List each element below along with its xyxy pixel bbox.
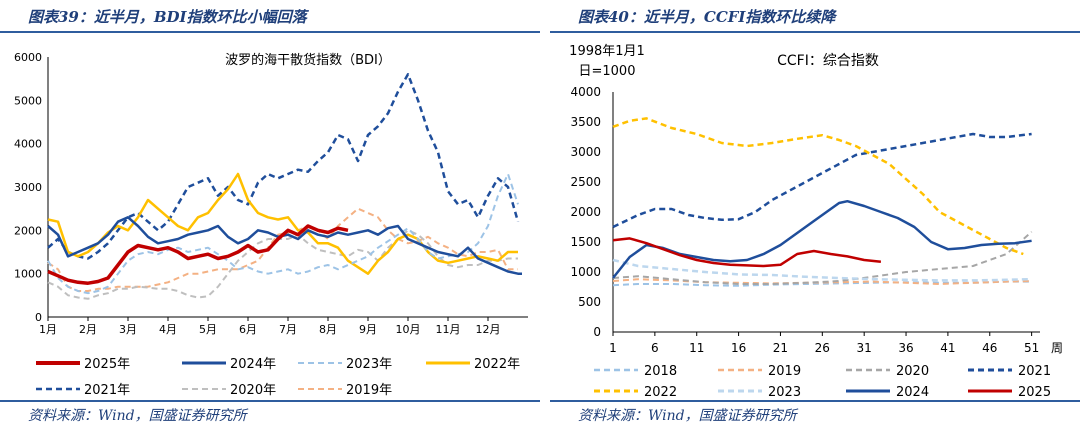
ccfi-x-tick-label: 16 [731,341,746,355]
ccfi-x-tick-label: 1 [609,341,617,355]
bdi-series-line-2022年 [47,172,518,275]
ccfi-series-line-2022 [612,117,1024,256]
bdi-legend-label-2023年: 2023年 [346,357,392,372]
bdi-legend-label-2022年: 2022年 [474,357,520,372]
ccfi-chart-title: CCFI：综合指数 [777,53,879,69]
bdi-series-line-2021年 [47,73,520,260]
ccfi-legend-label-2022: 2022 [644,385,677,400]
ccfi-series-line-2025 [612,237,882,268]
ccfi-series-line-2018 [612,280,1032,287]
ccfi-x-tick-label: 21 [773,341,788,355]
bdi-panel-title: 图表39：近半月，BDI指数环比小幅回落 [28,8,307,26]
ccfi-legend-label-2024: 2024 [896,385,929,400]
bdi-x-tick-label: 12月 [476,323,501,336]
ccfi-y-tick-label: 3000 [570,145,601,159]
bdi-chart-title: 波罗的海干散货指数（BDI） [225,52,391,68]
bdi-x-tick-label: 11月 [436,323,461,336]
ccfi-legend-label-2018: 2018 [644,364,677,379]
ccfi-x-tick-label: 36 [898,341,913,355]
bdi-legend-label-2024年: 2024年 [230,357,276,372]
ccfi-y-tick-label: 500 [578,295,601,309]
bdi-source: 资料来源：Wind，国盛证券研究所 [28,408,247,424]
bdi-source-rule [0,400,540,402]
ccfi-y-tick-label: 2000 [570,205,601,219]
bdi-legend-label-2020年: 2020年 [230,383,276,398]
bdi-y-tick-label: 5000 [14,94,42,107]
bdi-x-tick-label: 10月 [396,323,421,336]
ccfi-x-tick-label: 41 [940,341,955,355]
ccfi-legend-label-2019: 2019 [768,364,801,379]
bdi-x-tick-label: 5月 [199,323,217,336]
ccfi-source-rule [550,400,1080,402]
bdi-y-tick-label: 3000 [14,181,42,194]
bdi-y-tick-label: 6000 [14,51,42,64]
bdi-series-line-2024年 [47,216,522,275]
ccfi-source: 资料来源：Wind，国盛证券研究所 [578,408,797,424]
bdi-y-tick-label: 2000 [14,224,42,237]
ccfi-series-line-2024 [612,199,1032,279]
ccfi-x-tick-label: 26 [815,341,830,355]
ccfi-x-tick-label: 6 [651,341,659,355]
ccfi-legend-label-2023: 2023 [768,385,801,400]
ccfi-y-tick-label: 0 [593,325,601,339]
ccfi-legend-label-2025: 2025 [1018,385,1051,400]
ccfi-series-line-2021 [612,132,1032,229]
ccfi-y-label-line1: 1998年1月1 [569,44,645,59]
bdi-x-tick-label: 6月 [239,323,257,336]
bdi-y-tick-label: 4000 [14,138,42,151]
bdi-x-tick-label: 1月 [39,323,57,336]
ccfi-y-label-line2: 日=1000 [579,64,636,79]
ccfi-panel-title: 图表40：近半月，CCFI指数环比续降 [578,8,836,26]
ccfi-x-tick-label: 51 [1024,341,1039,355]
ccfi-legend-label-2020: 2020 [896,364,929,379]
ccfi-series-line-2023 [612,258,1032,282]
ccfi-y-tick-label: 4000 [570,85,601,99]
ccfi-x-axis-unit: 周 [1051,341,1063,355]
bdi-y-tick-label: 1000 [14,268,42,281]
ccfi-x-tick-label: 46 [982,341,997,355]
ccfi-legend-label-2021: 2021 [1018,364,1051,379]
ccfi-y-tick-label: 2500 [570,175,601,189]
ccfi-chart: 1998年1月1 日=1000 CCFI：综合指数 0 500 1000 1500 2000 2… [569,44,1063,400]
bdi-legend-label-2019年: 2019年 [346,383,392,398]
bdi-title-rule [0,31,540,33]
bdi-legend-label-2025年: 2025年 [84,357,130,372]
ccfi-x-tick-label: 31 [857,341,872,355]
bdi-x-tick-label: 7月 [279,323,297,336]
bdi-x-tick-label: 8月 [319,323,337,336]
ccfi-y-tick-label: 3500 [570,115,601,129]
bdi-x-tick-label: 3月 [119,323,137,336]
bdi-x-tick-label: 9月 [359,323,377,336]
bdi-series-line-2020年 [47,229,518,300]
ccfi-x-tick-label: 11 [689,341,704,355]
bdi-series-line-2023年 [47,173,519,295]
bdi-legend-label-2021年: 2021年 [84,383,130,398]
bdi-x-tick-label: 2月 [79,323,97,336]
ccfi-panel: 图表40：近半月，CCFI指数环比续降 1998年1月1 日=1000 CCFI：综… [550,0,1080,435]
ccfi-y-tick-label: 1000 [570,265,601,279]
bdi-panel: 图表39：近半月，BDI指数环比小幅回落 波罗的海干散货指数（BDI） 0 1000… [0,8,540,424]
bdi-chart: 波罗的海干散货指数（BDI） 0 1000 2000 3000 4000 5000 6000 1… [14,51,528,398]
ccfi-series-line-2020 [612,231,1033,285]
bdi-y-tick-label: 0 [35,311,42,324]
ccfi-y-tick-label: 1500 [570,235,601,249]
ccfi-title-rule [550,31,1080,33]
bdi-x-tick-label: 4月 [159,323,177,336]
bdi-series-line-2025年 [47,224,349,285]
